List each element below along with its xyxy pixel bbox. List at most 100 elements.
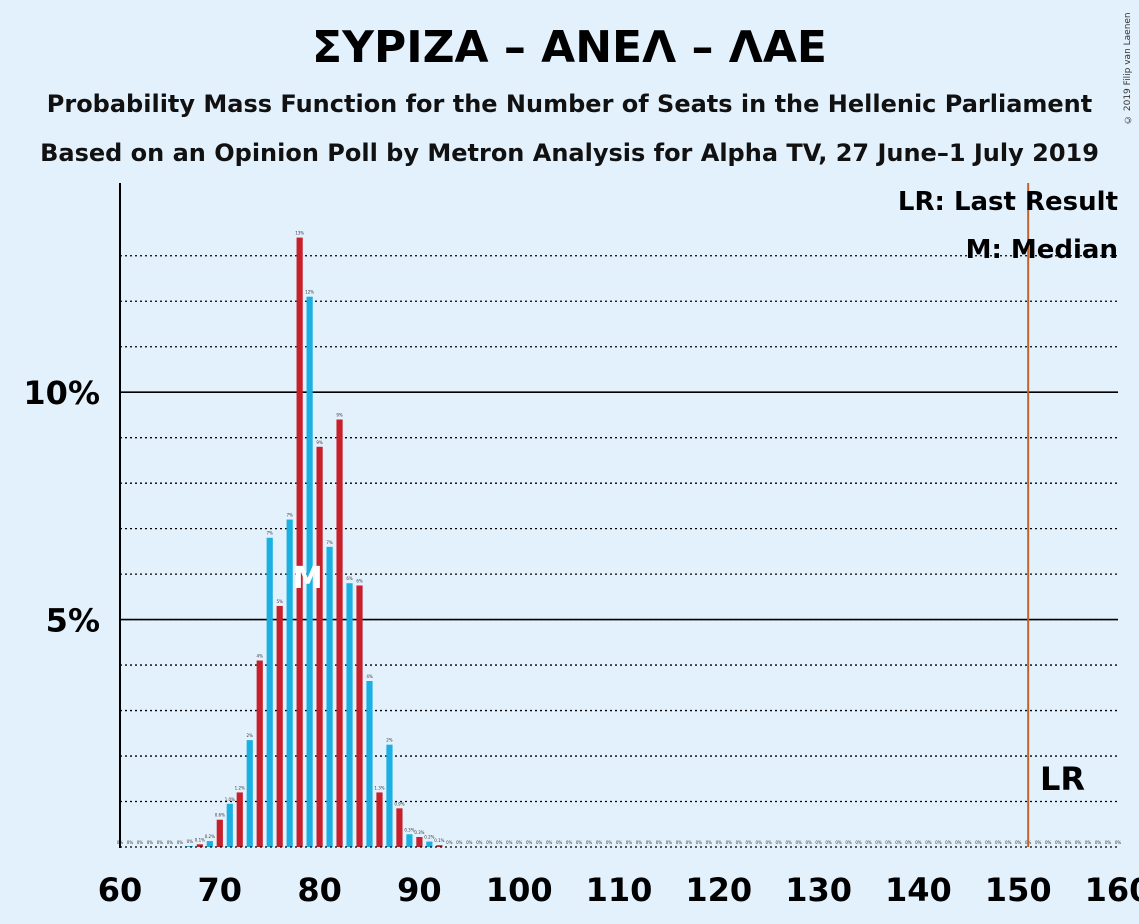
bar-label-145: 0% (965, 840, 972, 845)
bar-label-72: 1.2% (235, 785, 245, 790)
bars-group (186, 237, 443, 848)
bar-label-126: 0% (776, 840, 783, 845)
bar-label-118: 0% (696, 840, 703, 845)
bar-label-122: 0% (736, 840, 743, 845)
bar-label-143: 0% (945, 840, 952, 845)
bar-label-99: 0% (506, 840, 513, 845)
bar-76 (276, 605, 283, 847)
bar-74 (256, 660, 263, 847)
bar-71 (226, 803, 233, 847)
bar-label-133: 0% (845, 840, 852, 845)
chart-title: ΣΥΡΙΖΑ – ΑΝΕΛ – ΛΑΕ (312, 22, 827, 73)
overlay-group: LR M LR: Last Result M: Median (293, 183, 1118, 847)
bar-label-75: 7% (267, 531, 274, 536)
bar-label-112: 0% (636, 840, 643, 845)
bar-label-123: 0% (746, 840, 753, 845)
bar-label-98: 0% (496, 840, 503, 845)
bar-label-81: 7% (326, 540, 333, 545)
bar-label-128: 0% (795, 840, 802, 845)
bar-label-86: 1.3% (374, 785, 384, 790)
legend-last-result: LR: Last Result (898, 187, 1118, 217)
bar-label-100: 0% (516, 840, 523, 845)
bar-label-73: 2% (247, 733, 254, 738)
bar-label-95: 0% (466, 840, 473, 845)
bar-label-93: 0% (446, 840, 453, 845)
bar-label-70: 0.6% (215, 813, 225, 818)
bar-label-64: 0% (157, 840, 164, 845)
bar-91 (426, 841, 433, 847)
y-tick-label: 10% (23, 374, 100, 412)
bar-label-158: 0% (1095, 840, 1102, 845)
bar-label-69: 0.2% (205, 834, 215, 839)
bar-label-160: 0% (1115, 840, 1122, 845)
bar-label-67: 0% (187, 839, 194, 844)
x-tick-label-160: 160 (1085, 871, 1139, 909)
bar-label-155: 0% (1065, 840, 1072, 845)
bar-72 (236, 792, 243, 847)
y-tick-label: 5% (46, 602, 100, 640)
x-tick-label-120: 120 (685, 871, 752, 909)
bar-82 (336, 419, 343, 847)
bar-label-74: 4% (257, 654, 264, 659)
bar-label-76: 5% (277, 599, 284, 604)
bar-label-156: 0% (1075, 840, 1082, 845)
bar-labels-group: 0%0%0%0%0%0%0%0%0.1%0.2%0.6%1.0%1.2%2%4%… (117, 231, 1122, 845)
bar-label-113: 0% (646, 840, 653, 845)
bar-label-68: 0.1% (195, 837, 205, 842)
bar-label-97: 0% (486, 840, 493, 845)
bar-label-129: 0% (805, 840, 812, 845)
bar-label-84: 6% (356, 578, 363, 583)
bar-label-63: 0% (147, 840, 154, 845)
bar-label-121: 0% (726, 840, 733, 845)
bar-label-82: 9% (336, 412, 343, 417)
bar-label-96: 0% (476, 840, 483, 845)
bar-label-150: 0% (1015, 840, 1022, 845)
legend-median: M: Median (966, 235, 1118, 265)
x-tick-label-90: 90 (397, 871, 442, 909)
x-tick-label-100: 100 (486, 871, 553, 909)
bar-label-135: 0% (865, 840, 872, 845)
bar-86 (376, 792, 383, 847)
bar-80 (316, 446, 323, 847)
bar-label-116: 0% (676, 840, 683, 845)
bar-label-62: 0% (137, 840, 144, 845)
bar-label-103: 0% (546, 840, 553, 845)
median-marker: M (293, 561, 323, 596)
bar-label-104: 0% (556, 840, 563, 845)
bar-68 (196, 844, 203, 847)
bar-label-108: 0% (596, 840, 603, 845)
x-tick-label-140: 140 (885, 871, 952, 909)
bar-label-124: 0% (756, 840, 763, 845)
bar-89 (406, 834, 413, 847)
bar-label-94: 0% (456, 840, 463, 845)
bar-92 (436, 845, 443, 847)
bar-label-105: 0% (566, 840, 573, 845)
bar-label-101: 0% (526, 840, 533, 845)
chart-source: Based on an Opinion Poll by Metron Analy… (40, 139, 1099, 167)
bar-label-159: 0% (1105, 840, 1112, 845)
bar-label-140: 0% (915, 840, 922, 845)
x-tick-label-80: 80 (297, 871, 342, 909)
x-tick-label-150: 150 (985, 871, 1052, 909)
bar-label-131: 0% (825, 840, 832, 845)
bar-label-120: 0% (716, 840, 723, 845)
bar-label-146: 0% (975, 840, 982, 845)
bar-69 (206, 841, 213, 847)
bar-label-71: 1.0% (225, 797, 235, 802)
bar-83 (346, 583, 353, 847)
x-tick-label-60: 60 (98, 871, 143, 909)
x-tick-label-70: 70 (198, 871, 243, 909)
bar-75 (266, 537, 273, 847)
bar-label-137: 0% (885, 840, 892, 845)
bar-label-115: 0% (666, 840, 673, 845)
bar-81 (326, 546, 333, 847)
bar-label-91: 0.2% (424, 835, 434, 840)
bar-73 (246, 740, 253, 847)
x-tick-label-130: 130 (785, 871, 852, 909)
bar-label-152: 0% (1035, 840, 1042, 845)
bar-label-61: 0% (127, 840, 134, 845)
bar-label-138: 0% (895, 840, 902, 845)
bar-78 (296, 237, 303, 848)
bar-67 (186, 846, 193, 847)
